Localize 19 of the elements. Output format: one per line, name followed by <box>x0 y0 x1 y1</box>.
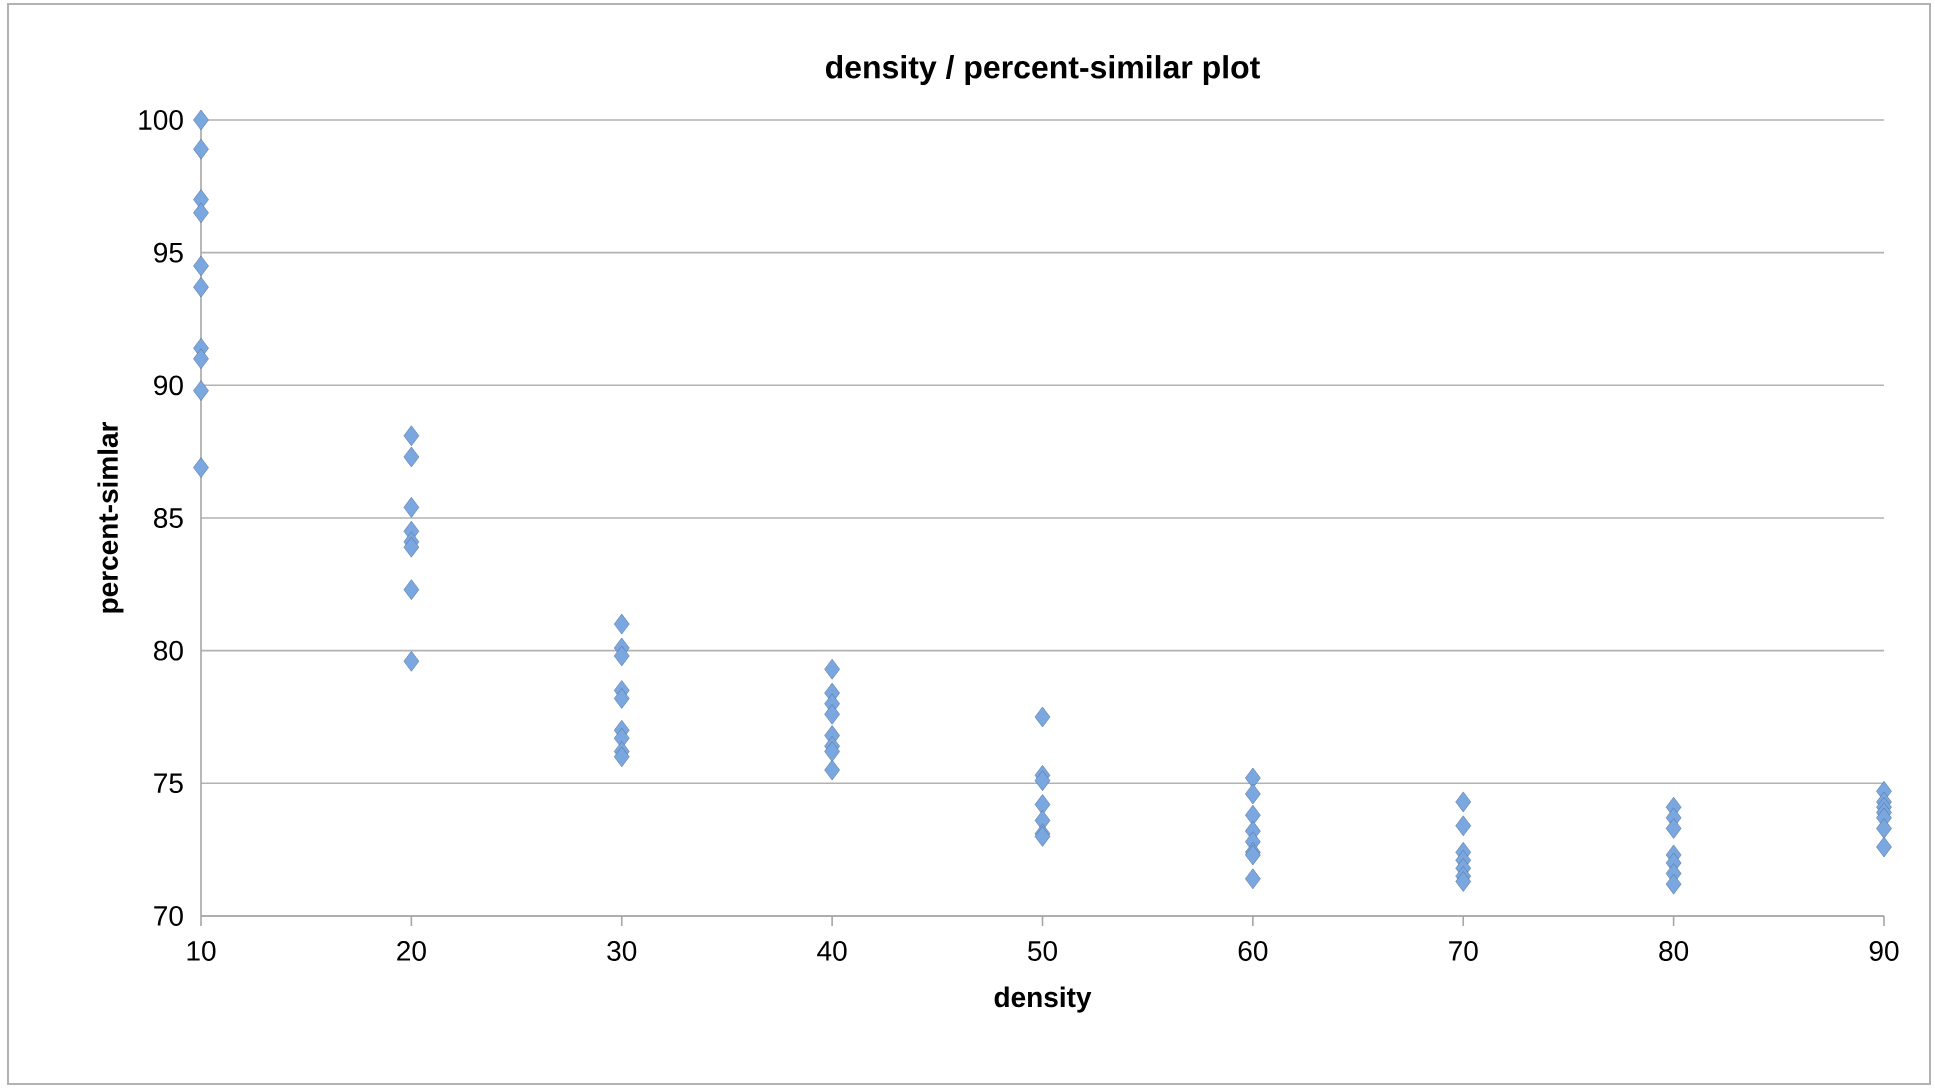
y-tick-label: 100 <box>139 110 183 130</box>
x-tick-label: 10 <box>187 941 216 961</box>
y-tick-label: 90 <box>154 375 183 396</box>
x-tick-label: 30 <box>607 941 637 961</box>
chart-title: density / percent-similar plot <box>825 55 1260 85</box>
y-tick-label: 75 <box>154 773 183 794</box>
x-tick-label: 20 <box>397 941 426 961</box>
y-tick-label: 85 <box>154 508 183 528</box>
x-tick-label: 70 <box>1449 941 1478 961</box>
x-tick-label: 90 <box>1869 941 1899 961</box>
y-tick-label: 80 <box>154 640 183 661</box>
y-axis-title: percent-simlar <box>97 421 124 613</box>
x-tick-label: 40 <box>817 941 847 961</box>
x-tick-label: 80 <box>1659 941 1689 961</box>
x-tick-label: 50 <box>1028 941 1057 961</box>
x-axis-title: density <box>994 986 1092 1013</box>
x-tick-label: 60 <box>1238 941 1268 961</box>
y-tick-label: 70 <box>154 906 183 926</box>
y-tick-label: 95 <box>154 242 183 263</box>
